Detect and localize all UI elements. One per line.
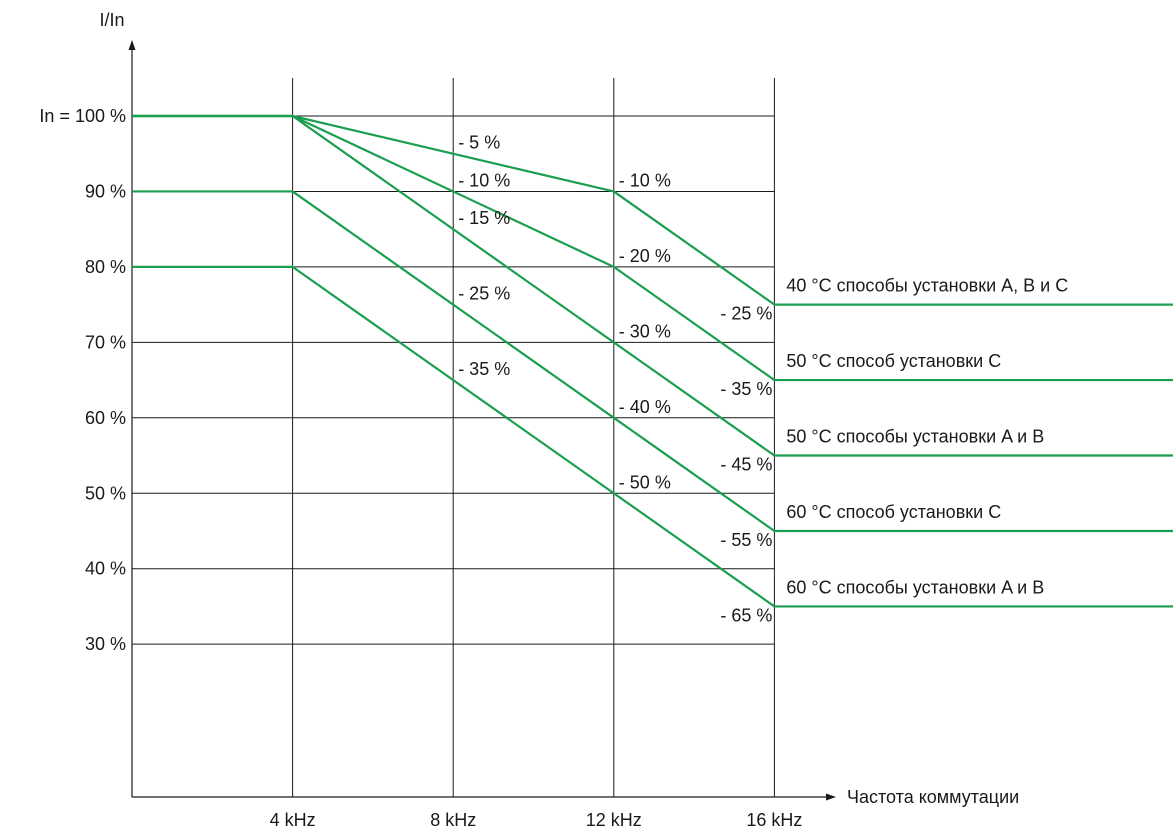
series-name-label: 50 °C способ установки C [786,351,1001,371]
tick-labels: In = 100 % 90 % 80 % 70 % 60 % 50 % 40 % 30 % 4 … [39,106,802,830]
data-label: - 45 % [720,455,772,475]
x-tick-label: 8 kHz [430,810,476,830]
y-tick-label: 50 % [85,483,126,503]
data-label: - 5 % [458,133,500,153]
data-label: - 15 % [458,208,510,228]
x-tick-label: 4 kHz [270,810,316,830]
data-label: - 10 % [458,170,510,190]
x-tick-label: 16 kHz [746,810,802,830]
data-labels: - 5 % - 10 % - 25 % - 10 % - 20 % - 35 % - 15 … [458,133,772,626]
y-axis-title: I/In [99,10,124,30]
y-tick-label: In = 100 % [39,106,126,126]
y-tick-label: 60 % [85,408,126,428]
axes: I/In Частота коммутации [99,10,1019,807]
data-label: - 50 % [619,472,671,492]
series-name-label: 50 °C способы установки A и B [786,427,1044,447]
data-label: - 25 % [458,284,510,304]
series-name-label: 40 °C способы установки A, B и C [786,276,1068,296]
series-name-label: 60 °C способ установки C [786,502,1001,522]
y-tick-label: 90 % [85,181,126,201]
y-tick-label: 40 % [85,559,126,579]
series-names: 40 °C способы установки A, B и C 50 °C сп… [786,276,1068,598]
data-label: - 25 % [720,304,772,324]
grid [132,78,775,797]
x-axis-title: Частота коммутации [847,787,1019,807]
y-tick-label: 30 % [85,634,126,654]
x-tick-label: 12 kHz [586,810,642,830]
series-line [132,265,1173,608]
data-label: - 35 % [458,359,510,379]
data-label: - 55 % [720,530,772,550]
series-lines [132,114,1173,608]
series-line [132,114,1173,457]
data-label: - 30 % [619,321,671,341]
data-label: - 65 % [720,605,772,625]
data-label: - 35 % [720,379,772,399]
y-tick-label: 80 % [85,257,126,277]
data-label: - 20 % [619,246,671,266]
x-axis-arrow-icon [826,793,836,801]
series-line [132,190,1173,533]
data-label: - 40 % [619,397,671,417]
y-axis-arrow-icon [128,40,136,50]
y-tick-label: 70 % [85,332,126,352]
series-name-label: 60 °C способы установки A и B [786,577,1044,597]
data-label: - 10 % [619,170,671,190]
